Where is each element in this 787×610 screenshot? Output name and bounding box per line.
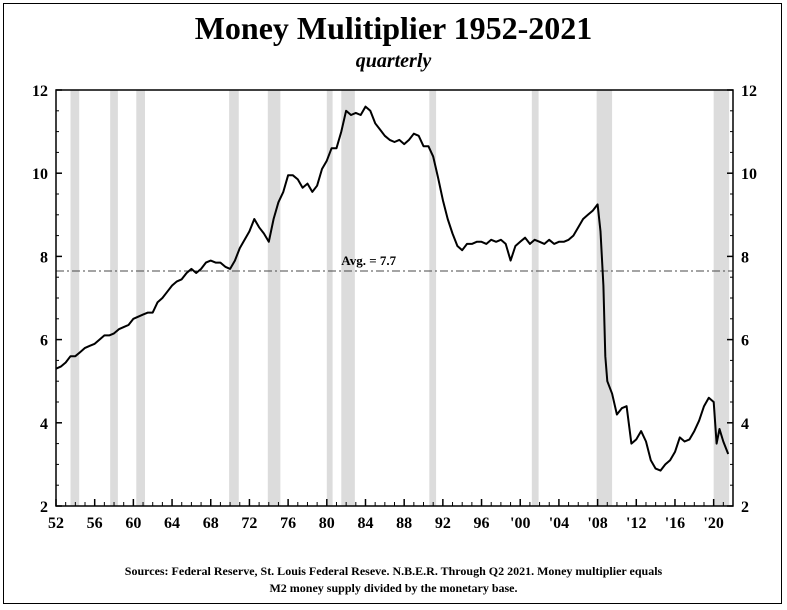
y-tick-label-left: 6 — [40, 333, 48, 350]
y-tick-label-right: 10 — [741, 166, 757, 183]
y-tick-label-left: 10 — [32, 166, 48, 183]
x-tick-label: 52 — [48, 515, 64, 532]
x-tick-label: 92 — [435, 515, 451, 532]
y-tick-label-right: 12 — [741, 83, 757, 100]
source-note: Sources: Federal Reserve, St. Louis Fede… — [0, 563, 787, 597]
chart-frame — [3, 3, 782, 604]
x-tick-label: 64 — [164, 515, 180, 532]
average-line-group: Avg. = 7.7 — [56, 253, 733, 272]
y-tick-label-left: 8 — [40, 249, 48, 266]
source-line-2: M2 money supply divided by the monetary … — [269, 581, 518, 595]
x-tick-label: '08 — [587, 515, 607, 532]
x-tick-label: '12 — [626, 515, 646, 532]
x-tick-label: '20 — [703, 515, 723, 532]
y-tick-label-left: 12 — [32, 83, 48, 100]
x-tick-label: 72 — [241, 515, 257, 532]
y-tick-label-right: 4 — [741, 416, 749, 433]
x-tick-label: 96 — [474, 515, 490, 532]
recession-band — [326, 90, 333, 506]
average-label: Avg. = 7.7 — [341, 253, 396, 268]
x-tick-label: 84 — [357, 515, 373, 532]
recession-band — [267, 90, 281, 506]
money-multiplier-line — [55, 105, 730, 472]
x-tick-label: '04 — [549, 515, 569, 532]
x-tick-label: 56 — [87, 515, 103, 532]
recession-band — [341, 90, 355, 506]
y-tick-label-left: 4 — [40, 416, 48, 433]
y-tick-label-right: 2 — [741, 499, 749, 516]
y-tick-label-right: 6 — [741, 333, 749, 350]
chart-subtitle: quarterly — [355, 50, 432, 72]
y-tick-label-right: 8 — [741, 249, 749, 266]
x-tick-label: 60 — [125, 515, 141, 532]
x-tick-label: 76 — [280, 515, 296, 532]
y-tick-label-left: 2 — [40, 499, 48, 516]
recession-band — [70, 90, 80, 506]
series-group — [55, 105, 730, 472]
x-tick-label: 80 — [319, 515, 335, 532]
x-tick-label: 68 — [203, 515, 219, 532]
x-tick-label: '00 — [510, 515, 530, 532]
x-tick-label: 88 — [396, 515, 412, 532]
recession-band — [531, 90, 539, 506]
recession-band — [229, 90, 239, 506]
x-tick-label: '16 — [665, 515, 685, 532]
recession-band — [713, 90, 730, 506]
recession-band — [110, 90, 118, 506]
source-line-1: Sources: Federal Reserve, St. Louis Fede… — [124, 564, 663, 578]
recession-band — [429, 90, 437, 506]
recession-band — [136, 90, 145, 506]
chart-title: Money Mulitiplier 1952-2021 — [194, 10, 593, 46]
recession-bands — [70, 90, 730, 506]
